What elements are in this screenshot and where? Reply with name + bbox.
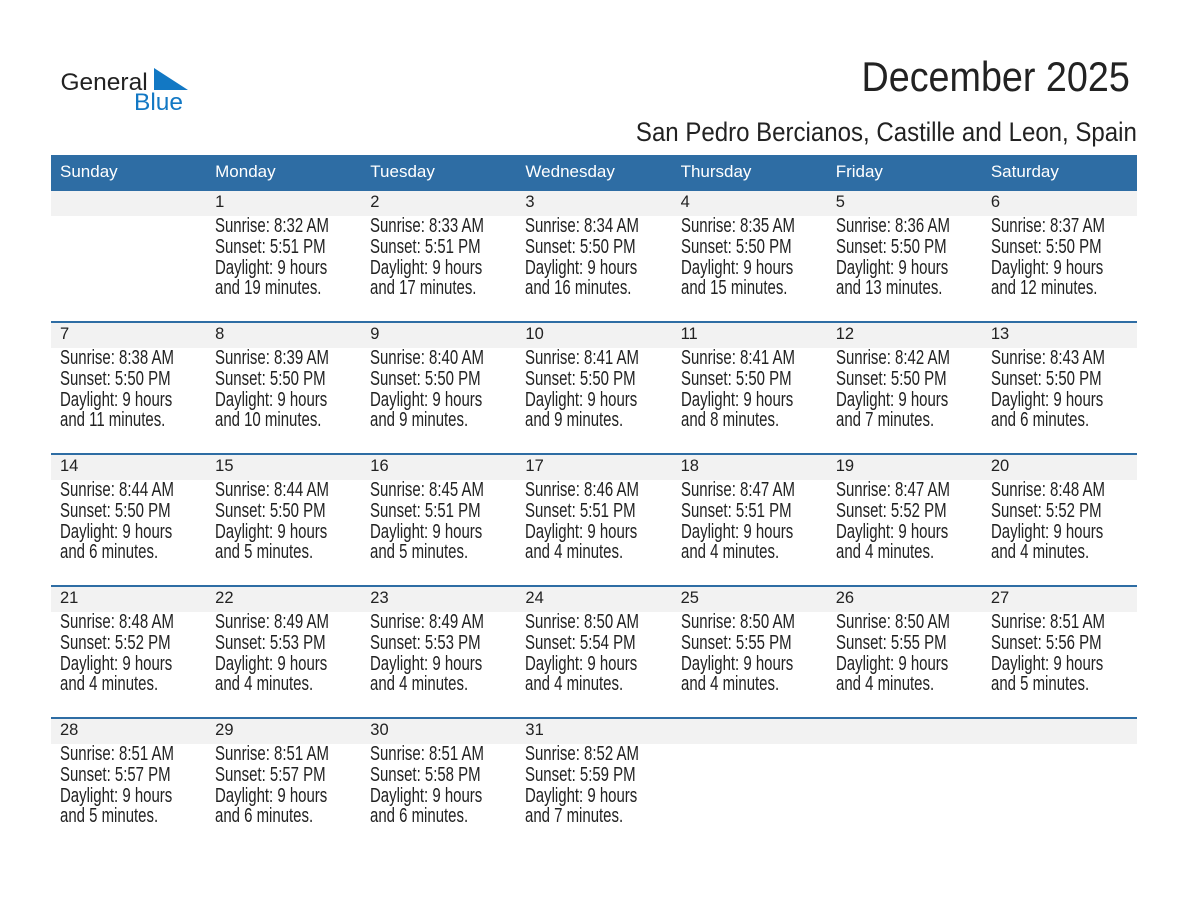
svg-text:Blue: Blue (134, 89, 183, 116)
